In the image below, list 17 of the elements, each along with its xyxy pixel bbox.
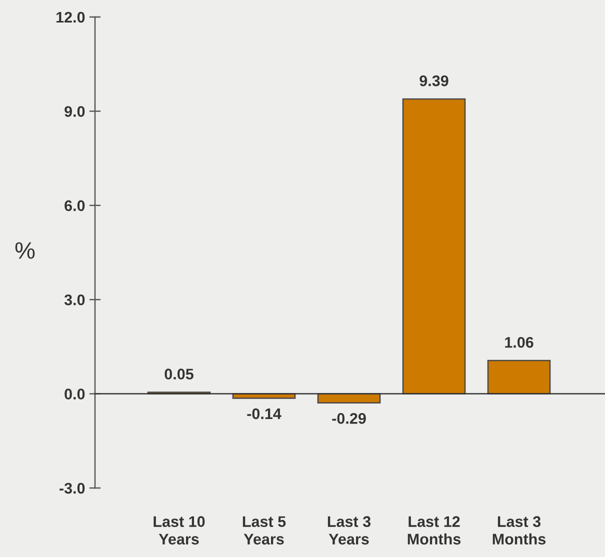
- x-tick-label: Last 3 Years: [328, 516, 371, 545]
- data-label: -0.14: [247, 408, 282, 420]
- data-label: -0.29: [332, 413, 366, 424]
- x-tick-label: Last 12 Months: [408, 516, 461, 545]
- y-tick-label: -3.0: [60, 482, 85, 494]
- y-tick-label: 3.0: [64, 294, 85, 306]
- x-tick-label: Last 3 Months: [492, 516, 546, 545]
- data-label: 9.39: [420, 75, 448, 86]
- x-tick-label: Last 5 Years: [242, 516, 286, 545]
- x-tick-label: Last 10 Years: [154, 516, 205, 545]
- y-tick-label: 9.0: [64, 106, 85, 117]
- y-tick-label: 0.0: [64, 388, 85, 400]
- y-tick-label: 6.0: [64, 200, 85, 212]
- y-axis-title: %: [15, 242, 35, 259]
- data-label: 1.06: [505, 336, 534, 348]
- y-tick-label: 12.0: [56, 12, 85, 23]
- data-label: 0.05: [164, 368, 194, 380]
